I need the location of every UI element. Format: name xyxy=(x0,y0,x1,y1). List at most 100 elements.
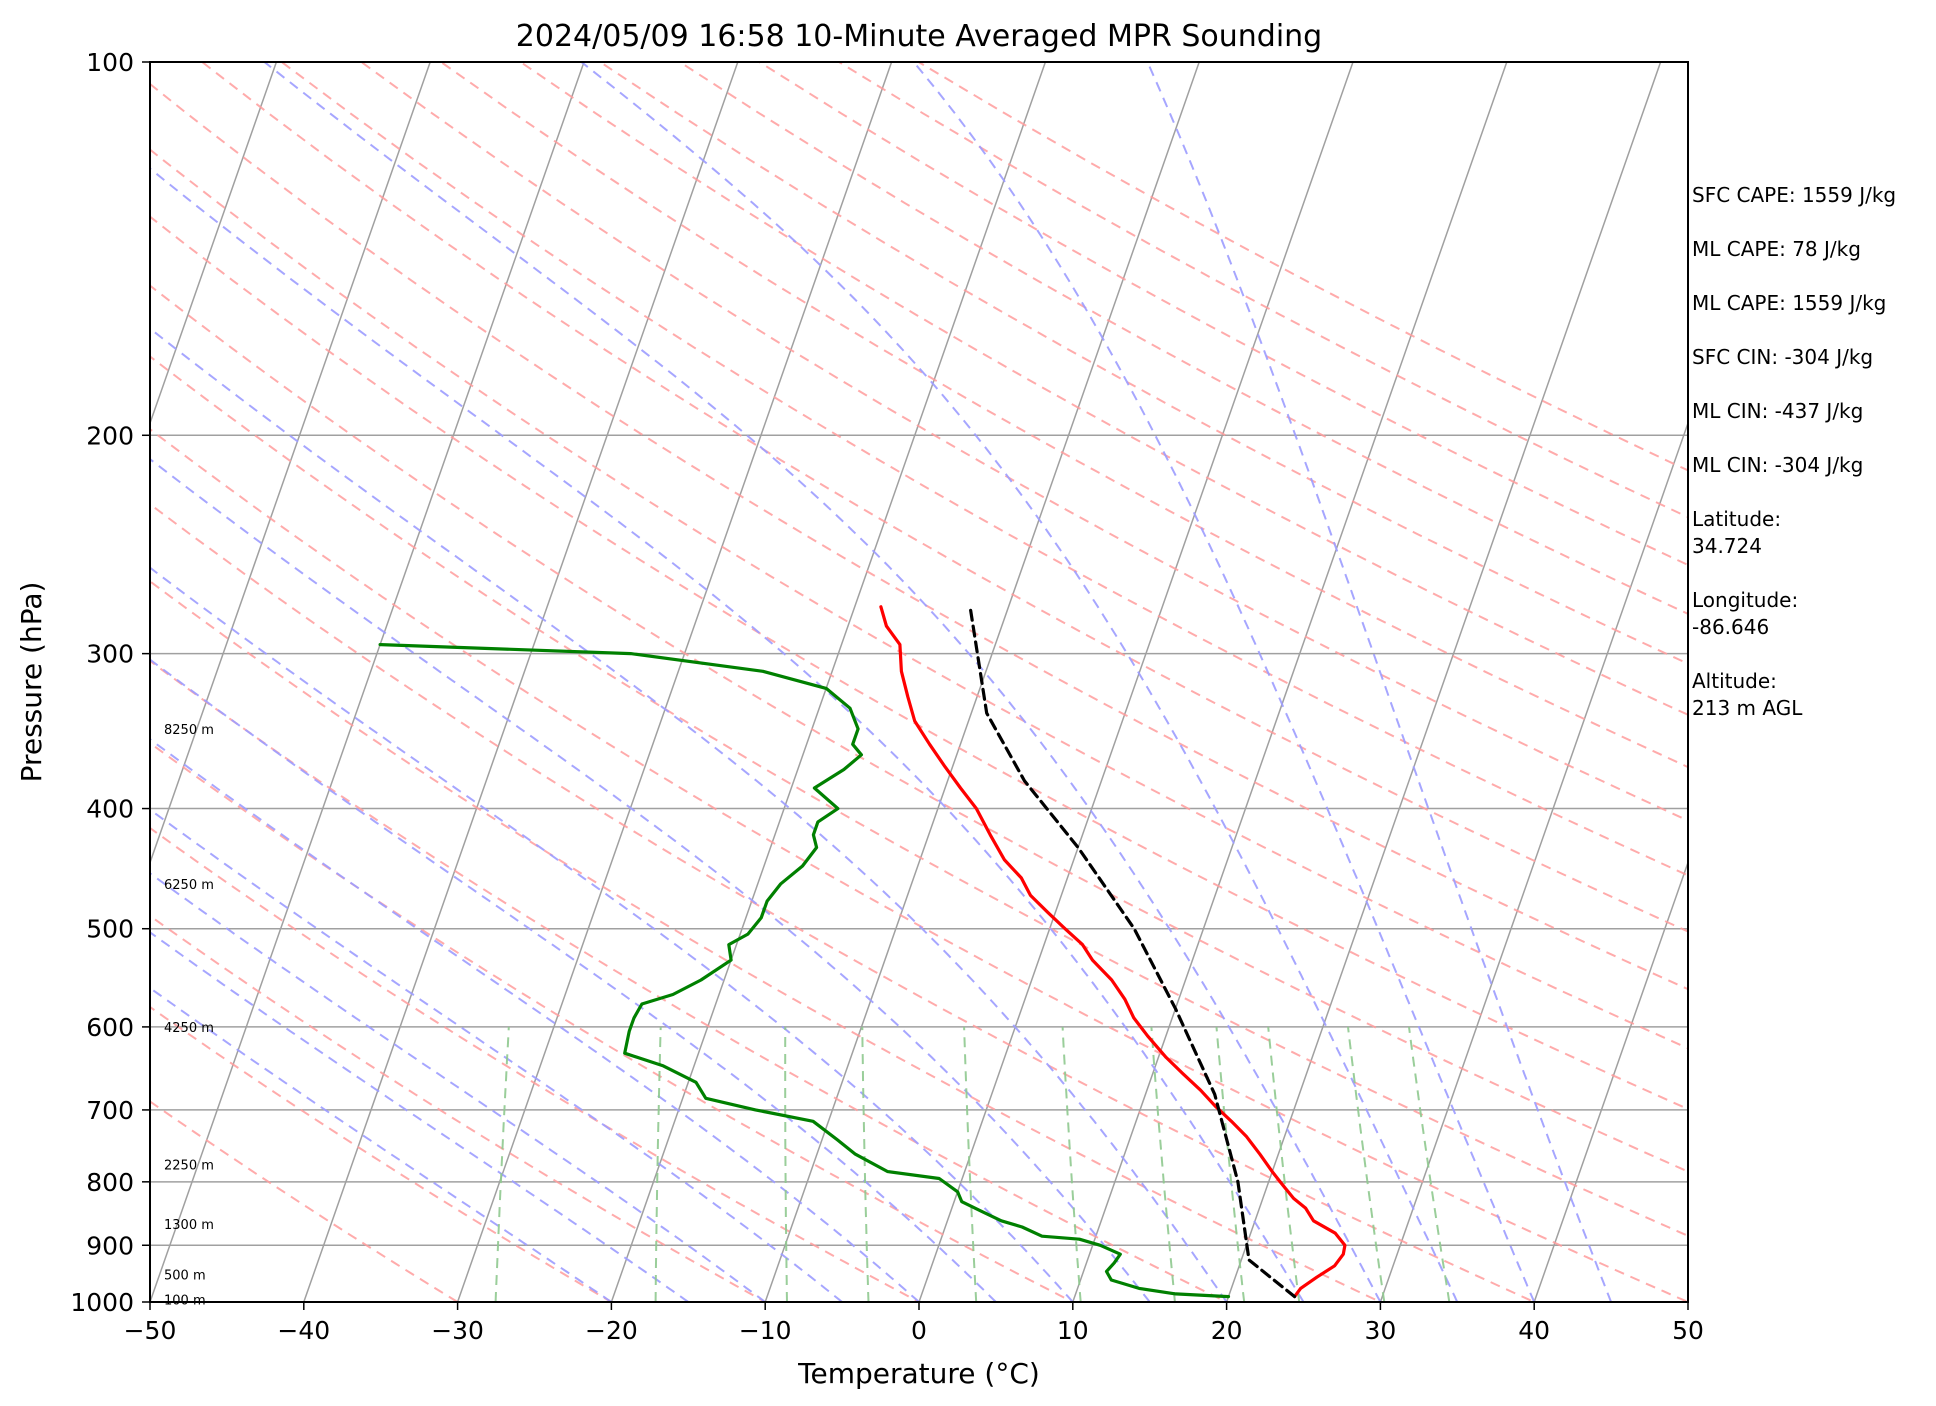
info-line: SFC CAPE: 1559 J/kg xyxy=(1692,183,1897,207)
height-labels: 100 m 500 m 1300 m 2250 m 4250 m 6250 m 8250 m xyxy=(164,723,214,1308)
mixing-ratio-line xyxy=(861,1026,870,1302)
moist-adiabat-line xyxy=(150,931,689,1302)
x-tick-label: 30 xyxy=(1364,1316,1396,1345)
height-label: 1300 m xyxy=(164,1218,214,1233)
moist-adiabat-line xyxy=(150,986,612,1302)
mixing-ratio-line xyxy=(1061,1026,1082,1302)
info-line: ML CIN: -437 J/kg xyxy=(1692,399,1864,423)
y-tick-label: 900 xyxy=(86,1231,134,1260)
mixing-ratio-line xyxy=(1150,1026,1176,1302)
longitude-block: Longitude: -86.646 xyxy=(1692,587,1932,641)
isotherm-line xyxy=(918,62,1354,1302)
mixing-ratio-line xyxy=(1347,1026,1386,1302)
height-label: 6250 m xyxy=(164,878,214,893)
dry-adiabat-line xyxy=(150,580,1383,1302)
x-tick-label: 10 xyxy=(1057,1316,1089,1345)
moist-adiabat-line xyxy=(150,737,920,1302)
dry-adiabat-line xyxy=(150,1005,614,1302)
isotherm-line xyxy=(1379,420,1688,1302)
dry-adiabat-line xyxy=(599,62,1688,665)
y-tick-label: 300 xyxy=(86,640,134,669)
moist-adiabat-line xyxy=(150,566,1074,1302)
dry-adiabat-line xyxy=(150,82,1688,991)
isotherm-line xyxy=(1072,62,1508,1302)
isotherm-line xyxy=(150,62,585,1302)
dry-adiabat-line xyxy=(150,427,1688,1302)
x-tick-label: 20 xyxy=(1211,1316,1243,1345)
dry-adiabat-line xyxy=(150,215,1688,1111)
dry-adiabat-line xyxy=(150,914,768,1302)
plot-series-lines xyxy=(378,605,1347,1299)
isotherm-line xyxy=(1533,860,1688,1302)
isotherm-line xyxy=(303,62,739,1302)
height-label: 4250 m xyxy=(164,1021,214,1036)
info-line: ML CAPE: 1559 J/kg xyxy=(1692,291,1887,315)
x-tick-label: 40 xyxy=(1518,1316,1550,1345)
y-tick-label: 100 xyxy=(86,48,134,77)
y-tick-label: 400 xyxy=(86,795,134,824)
isotherm-line xyxy=(150,62,278,426)
moist-adiabat-line xyxy=(912,62,1536,1302)
mixing-ratio-line xyxy=(1267,1026,1301,1302)
plot-background-lines xyxy=(150,62,1688,1302)
isotherm-line xyxy=(610,62,1047,1302)
mixing-ratio-line xyxy=(654,1026,662,1302)
y-tick-label: 200 xyxy=(86,421,134,450)
isotherm-line xyxy=(456,62,893,1302)
latitude-label: Latitude: xyxy=(1692,507,1782,531)
x-tick-label: −20 xyxy=(585,1316,638,1345)
x-axis: −50 −40 −30 −20 −10 0 10 20 30 40 50 xyxy=(124,1302,1704,1345)
sounding-series-line xyxy=(378,642,1231,1299)
moist-adiabat-line xyxy=(150,808,843,1302)
moist-adiabat-line xyxy=(1146,62,1613,1302)
y-axis: 1000 900 800 700 600 500 400 300 200 100 xyxy=(70,48,150,1317)
altitude-block: Altitude: 213 m AGL xyxy=(1692,668,1932,722)
y-tick-label: 800 xyxy=(86,1168,134,1197)
x-tick-label: 50 xyxy=(1672,1316,1704,1345)
dry-adiabat-line xyxy=(150,502,1537,1302)
longitude-label: Longitude: xyxy=(1692,588,1799,612)
dry-adiabat-line xyxy=(201,62,1688,933)
x-tick-label: −30 xyxy=(431,1316,484,1345)
latitude-value: 34.724 xyxy=(1692,534,1762,558)
isotherm-line xyxy=(1225,62,1662,1302)
dry-adiabat-line xyxy=(150,659,1229,1302)
y-tick-label: 700 xyxy=(86,1096,134,1125)
latitude-block: Latitude: 34.724 xyxy=(1692,506,1932,560)
mixing-ratio-line xyxy=(1408,1026,1451,1302)
dry-adiabat-line xyxy=(440,62,1688,769)
x-tick-label: 0 xyxy=(911,1316,927,1345)
info-line: ML CAPE: 78 J/kg xyxy=(1692,237,1861,261)
isotherm-line xyxy=(150,62,431,865)
altitude-value: 213 m AGL xyxy=(1692,696,1803,720)
info-line: SFC CIN: -304 J/kg xyxy=(1692,345,1874,369)
altitude-label: Altitude: xyxy=(1692,669,1777,693)
x-tick-label: −10 xyxy=(739,1316,792,1345)
mixing-ratio-line xyxy=(494,1026,510,1302)
mixing-ratio-line xyxy=(784,1026,788,1302)
dry-adiabat-line xyxy=(520,62,1688,716)
sounding-info-panel: SFC CAPE: 1559 J/kg ML CAPE: 78 J/kg ML … xyxy=(1692,182,1932,749)
sounding-series-line xyxy=(968,605,1297,1299)
moist-adiabat-line xyxy=(263,62,1382,1302)
chart-title: 2024/05/09 16:58 10-Minute Averaged MPR … xyxy=(516,19,1322,54)
dry-adiabat-line xyxy=(150,355,1688,1237)
height-label: 500 m xyxy=(164,1268,206,1283)
sounding-series-line xyxy=(879,605,1347,1299)
moist-adiabat-line xyxy=(580,62,1459,1302)
longitude-value: -86.646 xyxy=(1692,615,1770,639)
x-tick-label: −40 xyxy=(277,1316,330,1345)
dry-adiabat-line xyxy=(150,741,1075,1302)
mixing-ratio-line xyxy=(963,1026,978,1302)
dry-adiabat-line xyxy=(150,1100,460,1302)
y-tick-label: 500 xyxy=(86,915,134,944)
height-label: 8250 m xyxy=(164,723,214,738)
moist-adiabat-line xyxy=(150,872,766,1302)
dry-adiabat-line xyxy=(150,284,1688,1173)
y-tick-label: 1000 xyxy=(70,1288,134,1317)
moist-adiabat-line xyxy=(150,167,1305,1302)
moist-adiabat-line xyxy=(150,327,1228,1302)
height-label: 100 m xyxy=(164,1293,206,1308)
plot-frame xyxy=(149,61,1689,1303)
